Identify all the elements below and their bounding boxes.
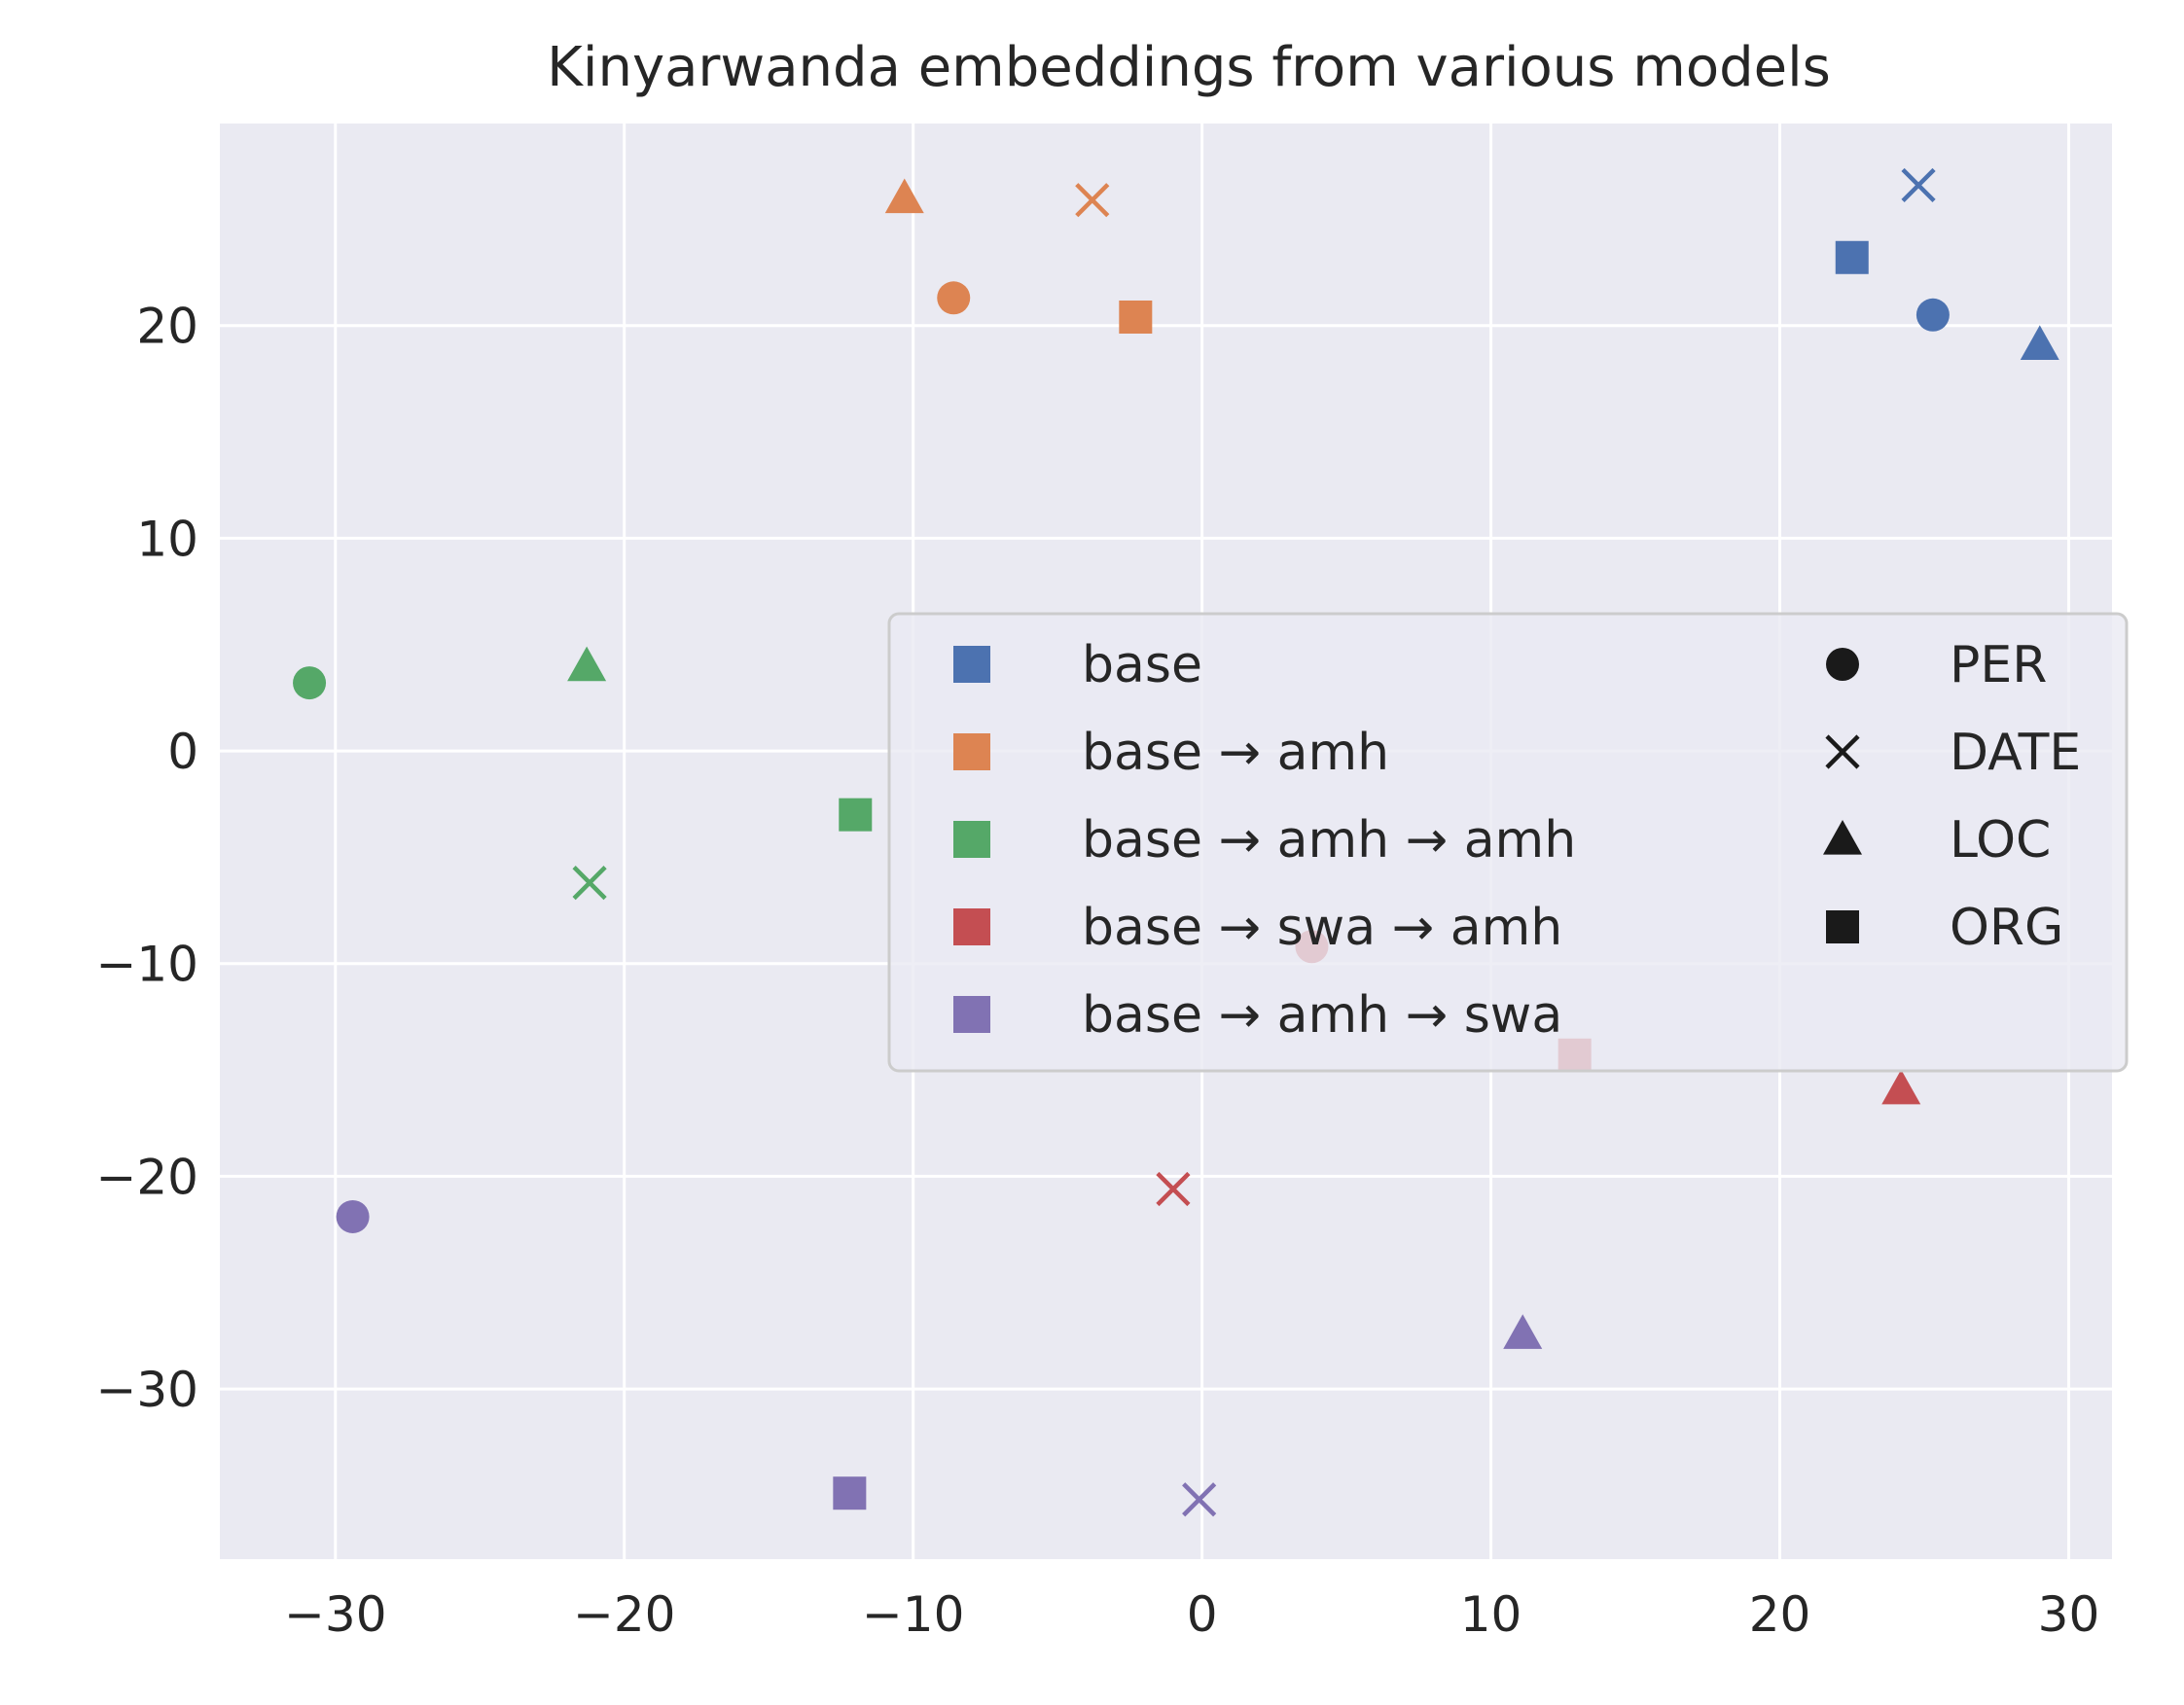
chart-title: Kinyarwanda embeddings from various mode…	[547, 36, 1831, 99]
legend-color-swatch	[953, 996, 990, 1033]
point-loc-marker	[1881, 1069, 1921, 1105]
point-loc-marker	[884, 178, 924, 214]
point-date-marker	[1156, 1171, 1191, 1207]
legend-model-label: base → amh → amh	[1082, 811, 1576, 870]
point-date-marker	[1182, 1482, 1217, 1517]
point-date-marker	[1075, 183, 1110, 218]
legend-entity-label: DATE	[1950, 724, 2081, 782]
point-org-marker	[839, 798, 873, 832]
point-loc-marker	[1503, 1314, 1543, 1349]
legend-per-marker	[1826, 648, 1859, 681]
y-tick-label: −20	[95, 1149, 198, 1205]
point-org-marker	[1119, 300, 1153, 334]
point-date-marker	[572, 866, 607, 901]
legend-color-swatch	[953, 733, 990, 770]
legend-model-label: base → swa → amh	[1082, 899, 1562, 957]
point-date-marker	[1901, 167, 1936, 203]
legend-org-marker	[1826, 910, 1859, 943]
y-tick-label: 10	[136, 511, 198, 567]
y-tick-label: 0	[167, 724, 198, 780]
y-tick-label: −10	[95, 937, 198, 993]
legend-color-swatch	[953, 821, 990, 858]
legend-model-label: base	[1082, 636, 1202, 694]
legend-loc-marker	[1823, 820, 1862, 855]
point-per-marker	[937, 281, 971, 315]
x-tick-label: 20	[1749, 1586, 1811, 1643]
legend-model-label: base → amh	[1082, 724, 1389, 782]
legend-entity-label: LOC	[1950, 811, 2051, 870]
legend-entity-label: ORG	[1950, 899, 2063, 957]
x-tick-label: 30	[2038, 1586, 2100, 1643]
y-tick-label: 20	[136, 299, 198, 355]
x-tick-label: −10	[862, 1586, 965, 1643]
axis-ticks: −30 −20 −10 0 10 20 30 −30 −20 −10 0 10 20	[95, 299, 2099, 1643]
point-per-marker	[293, 666, 327, 700]
x-tick-label: −20	[573, 1586, 676, 1643]
legend-entity-label: PER	[1950, 636, 2047, 694]
legend-color-swatch	[953, 908, 990, 945]
legend: base base → amh base → amh → amh base → swa…	[887, 612, 2129, 1073]
x-tick-label: −30	[284, 1586, 387, 1643]
point-loc-marker	[567, 646, 607, 682]
point-per-marker	[1915, 298, 1950, 332]
point-per-marker	[336, 1199, 370, 1233]
x-tick-label: 0	[1187, 1586, 1218, 1643]
point-org-marker	[1835, 240, 1869, 274]
x-tick-label: 10	[1460, 1586, 1522, 1643]
data-points	[293, 167, 2059, 1517]
point-org-marker	[833, 1476, 867, 1510]
legend-color-swatch	[953, 646, 990, 683]
y-tick-label: −30	[95, 1362, 198, 1418]
legend-box	[887, 612, 2129, 1073]
point-loc-marker	[2020, 325, 2059, 361]
legend-model-label: base → amh → swa	[1082, 986, 1562, 1045]
legend-date-marker	[1825, 734, 1860, 769]
